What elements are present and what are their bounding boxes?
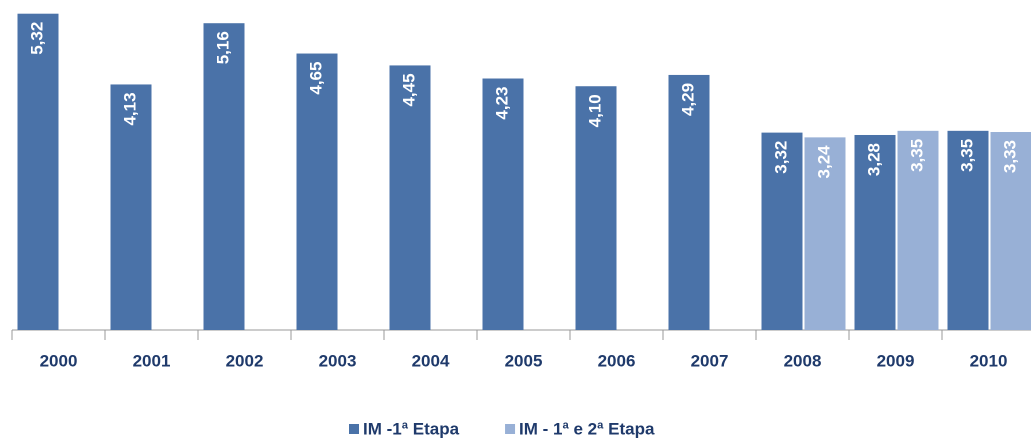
- data-label: 3,32: [771, 141, 790, 174]
- bar: [203, 23, 245, 331]
- legend-swatch: [505, 424, 516, 434]
- legend-swatch: [349, 424, 359, 434]
- x-tick-label: 2008: [784, 351, 822, 370]
- bar: [854, 134, 896, 330]
- data-label: 4,29: [678, 83, 697, 116]
- bar: [990, 132, 1031, 330]
- data-label: 3,35: [957, 139, 976, 172]
- x-tick-label: 2001: [133, 351, 171, 370]
- x-tick-label: 2000: [40, 351, 78, 370]
- bar: [110, 84, 152, 330]
- x-tick-label: 2010: [970, 351, 1008, 370]
- data-label: 4,65: [306, 62, 325, 95]
- data-label: 3,35: [907, 139, 926, 172]
- x-tick-label: 2007: [691, 351, 729, 370]
- bar: [575, 86, 617, 331]
- bar: [296, 53, 338, 330]
- data-label: 4,23: [492, 87, 511, 120]
- legend-label: IM -1ª Etapa: [363, 419, 460, 438]
- bar: [482, 78, 524, 331]
- data-label: 5,16: [213, 31, 232, 64]
- data-label: 4,13: [120, 92, 139, 125]
- data-label: 3,33: [1000, 140, 1019, 173]
- x-tick-label: 2003: [319, 351, 357, 370]
- x-tick-label: 2004: [412, 351, 450, 370]
- data-label: 4,45: [399, 73, 418, 106]
- x-tick-label: 2005: [505, 351, 543, 370]
- bar: [17, 13, 59, 331]
- x-tick-label: 2006: [598, 351, 636, 370]
- bar: [804, 137, 846, 330]
- bar: [668, 74, 710, 330]
- bar: [389, 65, 431, 330]
- data-label: 3,24: [814, 145, 833, 179]
- x-tick-label: 2009: [877, 351, 915, 370]
- legend-label: IM - 1ª e 2ª Etapa: [519, 419, 655, 438]
- bar: [897, 130, 939, 330]
- data-label: 5,32: [27, 22, 46, 55]
- data-label: 4,10: [585, 94, 604, 127]
- data-label: 3,28: [864, 143, 883, 176]
- bar: [947, 130, 989, 330]
- x-tick-label: 2002: [226, 351, 264, 370]
- bar: [761, 132, 803, 330]
